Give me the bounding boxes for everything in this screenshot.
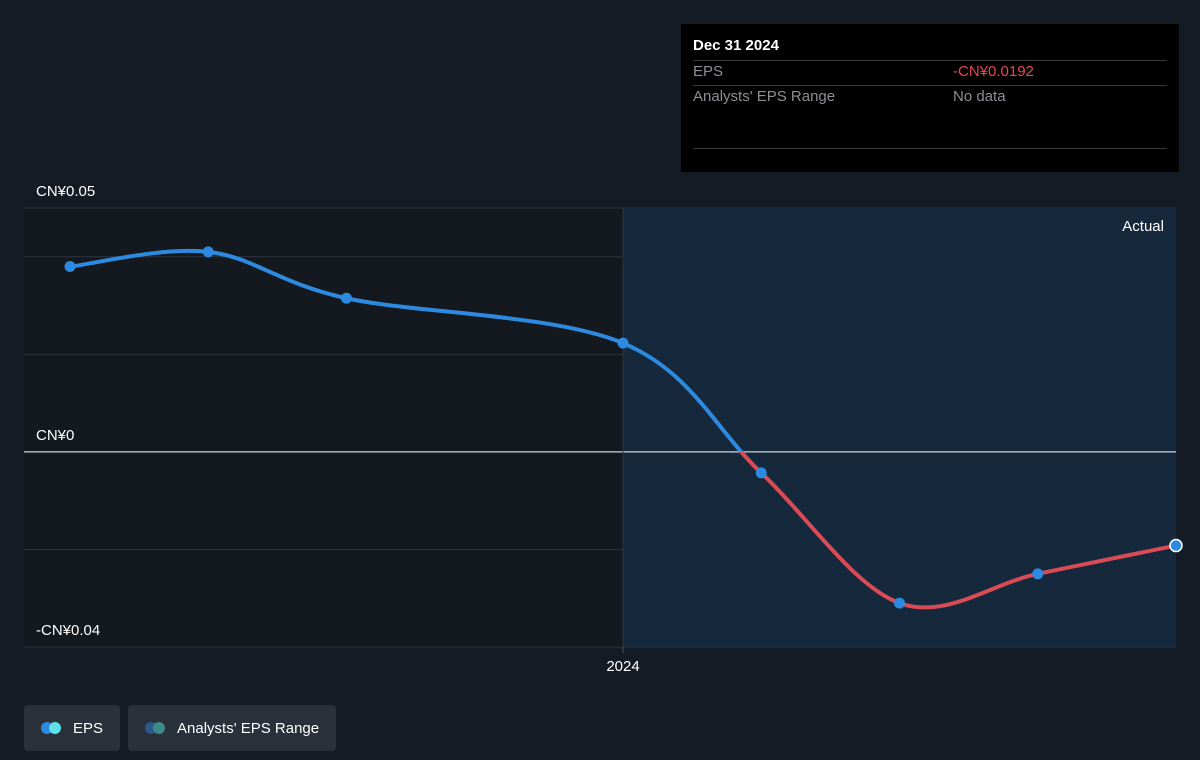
- y-tick-label: CN¥0.05: [36, 183, 95, 200]
- x-tick-label: 2024: [606, 658, 639, 675]
- legend-analysts-range-label: Analysts' EPS Range: [177, 719, 320, 737]
- tooltip-row-eps: EPS -CN¥0.0192: [693, 60, 1167, 85]
- eps-points: [64, 246, 1183, 609]
- legend-item-analysts-range[interactable]: Analysts' EPS Range: [128, 705, 337, 751]
- tooltip-range-value: No data: [953, 88, 1006, 105]
- eps-point: [755, 467, 767, 479]
- tooltip-row-range: Analysts' EPS Range No data: [693, 85, 1167, 110]
- eps-point: [1032, 568, 1044, 580]
- y-axis-labels: CN¥0.05 CN¥0 -CN¥0.04: [36, 183, 100, 639]
- actual-region-label: Actual: [1122, 218, 1164, 235]
- legend-eps-label: EPS: [73, 719, 104, 737]
- eps-point: [202, 246, 214, 258]
- eps-line-negative: [738, 451, 1178, 610]
- tooltip-divider: [693, 148, 1167, 149]
- eps-point: [617, 337, 629, 349]
- eps-legend-icon: [41, 722, 63, 734]
- eps-chart: CN¥0.05 CN¥0 -CN¥0.04 2024 Actual: [24, 183, 1183, 675]
- tooltip-eps-value: -CN¥0.0192: [953, 63, 1034, 80]
- tooltip-date: Dec 31 2024: [693, 37, 779, 54]
- tooltip-eps-label: EPS: [693, 63, 724, 80]
- grid-lines: [24, 207, 1176, 648]
- eps-series: [68, 248, 1178, 610]
- y-tick-label: CN¥0: [36, 427, 74, 444]
- eps-line-positive: [68, 248, 744, 452]
- eps-point-highlighted: [1169, 538, 1183, 553]
- eps-point: [64, 261, 76, 273]
- y-tick-label: -CN¥0.04: [36, 622, 100, 639]
- eps-point: [341, 292, 352, 304]
- actual-region-background: [623, 208, 1176, 647]
- legend: EPS Analysts' EPS Range: [24, 705, 337, 751]
- x-axis-labels: 2024: [606, 647, 640, 675]
- tooltip-range-label: Analysts' EPS Range: [693, 88, 836, 105]
- history-region-background: [24, 208, 623, 647]
- legend-item-eps[interactable]: EPS: [24, 705, 121, 751]
- eps-point: [894, 597, 905, 609]
- analysts-range-legend-icon: [145, 722, 167, 734]
- tooltip: Dec 31 2024 EPS -CN¥0.0192 Analysts' EPS…: [681, 24, 1179, 172]
